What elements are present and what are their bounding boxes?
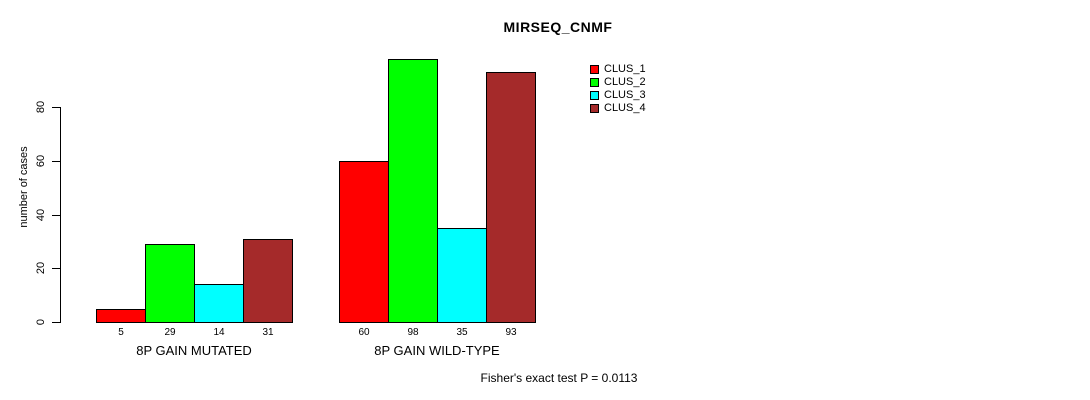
legend-label: CLUS_3 [604,89,646,101]
legend-label: CLUS_4 [604,102,646,114]
legend-item-clus_1: CLUS_1 [590,63,646,76]
bar-count-label: 29 [164,327,176,338]
bar-count-label: 31 [262,327,274,338]
bar-clus_2-group2 [388,58,438,323]
legend-swatch-icon [590,78,599,87]
y-tick-mark [52,107,60,108]
y-tick-mark [52,268,60,269]
legend-swatch-icon [590,65,599,74]
bar-count-label: 98 [407,327,419,338]
legend-swatch-icon [590,91,599,100]
bar-clus_3-group2 [437,227,487,323]
legend: CLUS_1 CLUS_2 CLUS_3 CLUS_4 [590,63,646,115]
bar-count-label: 35 [456,327,468,338]
bar-clus_2-group1 [145,244,195,323]
bar-count-label: 60 [358,327,370,338]
bar-clus_4-group1 [243,238,293,323]
bar-clus_4-group2 [486,72,536,323]
group-label-2: 8P GAIN WILD-TYPE [374,343,500,358]
legend-label: CLUS_1 [604,63,646,75]
y-tick-mark [52,161,60,162]
y-tick-mark [52,322,60,323]
legend-label: CLUS_2 [604,76,646,88]
y-tick-mark [52,215,60,216]
y-axis-line [60,107,61,323]
bar-count-label: 5 [118,327,124,338]
legend-item-clus_2: CLUS_2 [590,76,646,89]
chart-title: MIRSEQ_CNMF [503,19,613,35]
legend-item-clus_3: CLUS_3 [590,89,646,102]
legend-item-clus_4: CLUS_4 [590,102,646,115]
legend-swatch-icon [590,104,599,113]
bar-clus_3-group1 [194,284,244,323]
group-label-1: 8P GAIN MUTATED [136,343,252,358]
bar-count-label: 93 [505,327,517,338]
bar-count-label: 14 [213,327,225,338]
annotation-text: Fisher's exact test P = 0.0113 [480,371,638,385]
